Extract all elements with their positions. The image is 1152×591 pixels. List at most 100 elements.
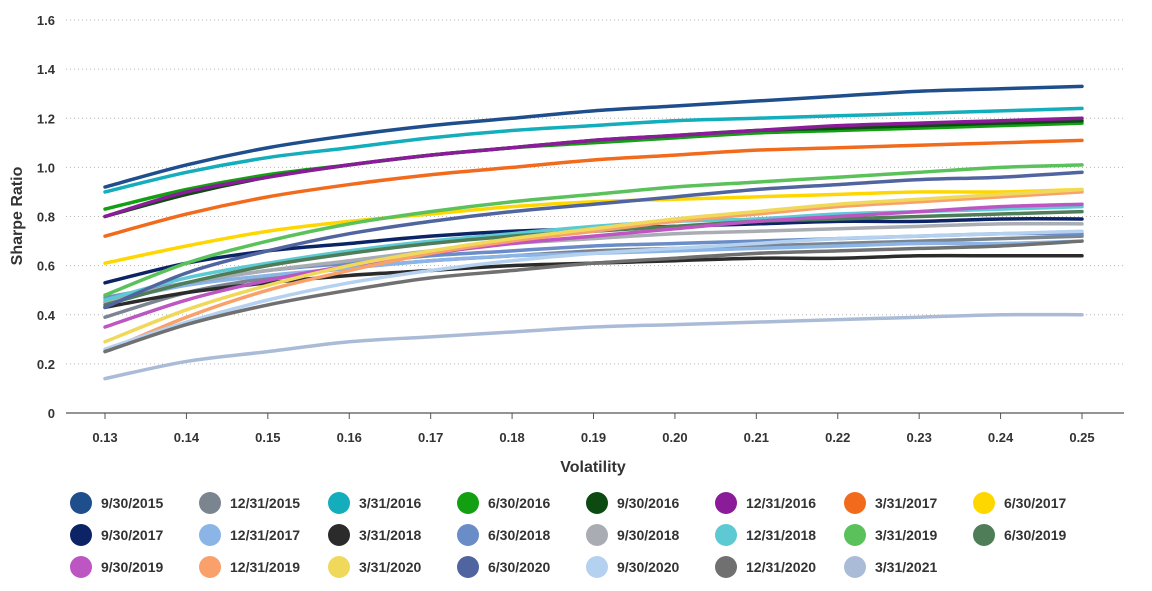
x-tick-label: 0.21 bbox=[744, 430, 769, 445]
series-line bbox=[103, 121, 1084, 211]
legend-item: 9/30/2016 bbox=[586, 490, 679, 516]
legend-label: 6/30/2020 bbox=[488, 559, 551, 575]
legend-swatch bbox=[199, 556, 221, 578]
legend-label: 9/30/2017 bbox=[101, 527, 164, 543]
series-line bbox=[103, 234, 1084, 319]
legend-swatch bbox=[973, 492, 995, 514]
legend-item: 9/30/2018 bbox=[586, 522, 679, 548]
series-line bbox=[103, 239, 1084, 354]
legend-swatch bbox=[973, 524, 995, 546]
legend-swatch bbox=[715, 492, 737, 514]
legend-swatch bbox=[328, 556, 350, 578]
legend-item: 6/30/2018 bbox=[457, 522, 550, 548]
legend-item: 3/31/2018 bbox=[328, 522, 421, 548]
legend-label: 3/31/2020 bbox=[359, 559, 422, 575]
x-tick-label: 0.20 bbox=[662, 430, 687, 445]
legend-swatch bbox=[844, 492, 866, 514]
y-tick-label: 0.4 bbox=[37, 308, 56, 323]
y-tick-label: 1.6 bbox=[37, 13, 55, 28]
legend-item: 6/30/2020 bbox=[457, 554, 550, 580]
legend-item: 9/30/2020 bbox=[586, 554, 679, 580]
series-line bbox=[103, 202, 1084, 329]
legend-label: 6/30/2018 bbox=[488, 527, 551, 543]
x-tick-labels: 0.13 0.14 0.15 0.16 0.17 0.18 0.19 0.20 0.21 0.22… bbox=[92, 430, 1094, 445]
series-line bbox=[103, 116, 1084, 219]
legend-swatch bbox=[199, 524, 221, 546]
legend-label: 12/31/2016 bbox=[746, 495, 817, 511]
legend-label: 6/30/2017 bbox=[1004, 495, 1067, 511]
series-line bbox=[103, 170, 1084, 310]
legend-label: 9/30/2018 bbox=[617, 527, 680, 543]
y-tick-labels: 0 0.2 0.4 0.6 0.8 1.0 1.2 1.4 1.6 bbox=[37, 13, 56, 421]
x-tick-label: 0.18 bbox=[499, 430, 524, 445]
legend-item: 12/31/2015 bbox=[199, 490, 300, 516]
series-line bbox=[103, 187, 1084, 265]
legend-item: 12/31/2016 bbox=[715, 490, 816, 516]
legend-label: 12/31/2019 bbox=[230, 559, 301, 575]
legend-swatch bbox=[199, 492, 221, 514]
legend-item: 6/30/2016 bbox=[457, 490, 550, 516]
y-tick-label: 0.8 bbox=[37, 210, 55, 225]
legend-swatch bbox=[457, 492, 479, 514]
legend-label: 12/31/2020 bbox=[746, 559, 817, 575]
series-line bbox=[103, 138, 1084, 238]
legend-swatch bbox=[844, 556, 866, 578]
legend-swatch bbox=[328, 524, 350, 546]
x-axis-title: Volatility bbox=[560, 459, 626, 476]
legend-label: 9/30/2020 bbox=[617, 559, 680, 575]
x-tick-label: 0.13 bbox=[92, 430, 117, 445]
legend-swatch bbox=[844, 524, 866, 546]
x-tick-label: 0.22 bbox=[825, 430, 850, 445]
legend-item: 3/31/2017 bbox=[844, 490, 937, 516]
series-lines bbox=[103, 84, 1084, 381]
x-tick-label: 0.19 bbox=[581, 430, 606, 445]
series-line bbox=[103, 312, 1084, 381]
legend-swatch bbox=[70, 556, 92, 578]
grid-lines bbox=[66, 19, 1124, 365]
legend-item: 3/31/2020 bbox=[328, 554, 421, 580]
legend-item: 9/30/2019 bbox=[70, 554, 163, 580]
legend-label: 12/31/2015 bbox=[230, 495, 301, 511]
x-tick-label: 0.23 bbox=[907, 430, 932, 445]
x-tick-label: 0.17 bbox=[418, 430, 443, 445]
series-line bbox=[103, 163, 1084, 297]
series-line bbox=[103, 190, 1084, 354]
legend-swatch bbox=[457, 556, 479, 578]
legend-item: 9/30/2017 bbox=[70, 522, 163, 548]
y-tick-label: 0.6 bbox=[37, 259, 55, 274]
legend-swatch bbox=[328, 492, 350, 514]
y-tick-label: 1.4 bbox=[37, 62, 56, 77]
legend-label: 3/31/2017 bbox=[875, 495, 938, 511]
legend-item: 6/30/2017 bbox=[973, 490, 1066, 516]
legend-swatch bbox=[586, 492, 608, 514]
legend-item: 3/31/2019 bbox=[844, 522, 937, 548]
series-line bbox=[103, 229, 1084, 351]
axis-lines bbox=[66, 412, 1124, 419]
series-line bbox=[103, 84, 1084, 189]
y-tick-label: 0 bbox=[48, 406, 55, 421]
legend-label: 3/31/2019 bbox=[875, 527, 938, 543]
series-line bbox=[103, 187, 1084, 344]
series-line bbox=[103, 106, 1084, 194]
legend-label: 12/31/2018 bbox=[746, 527, 817, 543]
legend-swatch bbox=[715, 556, 737, 578]
x-tick-label: 0.14 bbox=[174, 430, 200, 445]
legend-label: 3/31/2016 bbox=[359, 495, 422, 511]
x-tick-label: 0.15 bbox=[255, 430, 280, 445]
legend-item: 6/30/2019 bbox=[973, 522, 1066, 548]
x-tick-label: 0.25 bbox=[1069, 430, 1094, 445]
legend-item: 12/31/2020 bbox=[715, 554, 816, 580]
legend-item: 12/31/2019 bbox=[199, 554, 300, 580]
sharpe-ratio-line-chart: 00.20.40.60.81.01.21.41.6 0.13 0.14 0.15 0.… bbox=[9, 13, 1124, 476]
legend-label: 3/31/2021 bbox=[875, 559, 938, 575]
y-tick-label: 1.2 bbox=[37, 111, 55, 126]
x-tick-label: 0.16 bbox=[337, 430, 362, 445]
x-tick-label: 0.24 bbox=[988, 430, 1014, 445]
legend-swatch bbox=[70, 524, 92, 546]
legend-item: 12/31/2018 bbox=[715, 522, 816, 548]
legend-item: 3/31/2016 bbox=[328, 490, 421, 516]
legend-label: 9/30/2016 bbox=[617, 495, 680, 511]
legend-swatch bbox=[457, 524, 479, 546]
legend-label: 3/31/2018 bbox=[359, 527, 422, 543]
legend-label: 9/30/2015 bbox=[101, 495, 164, 511]
